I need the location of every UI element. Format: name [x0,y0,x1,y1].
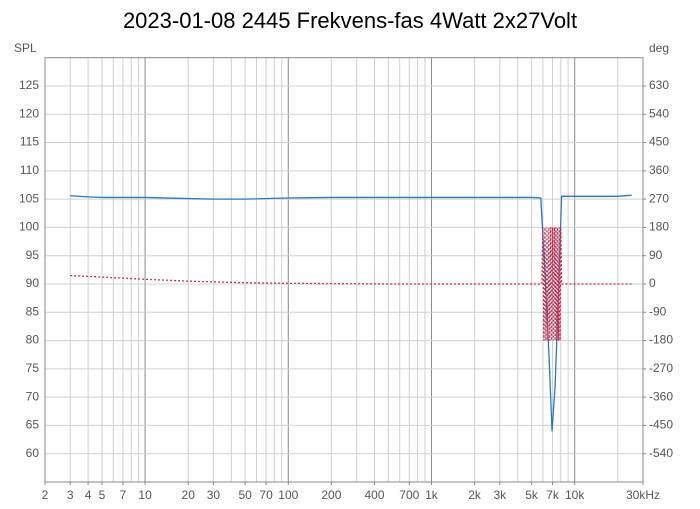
y2-tick-label: 180 [649,220,669,234]
x-tick-label: 400 [364,488,384,502]
x-tick-label: 200 [321,488,341,502]
x-tick-label: 5k [525,488,539,502]
x-tick-label: 3k [493,488,507,502]
y-tick-label: 115 [20,135,39,149]
x-tick-label: 4 [85,488,92,502]
y2-tick-label: 630 [649,78,669,92]
x-tick-label: 30 [207,488,221,502]
x-tick-label: 2k [468,488,482,502]
x-tick-label: 1k [425,488,439,502]
x-tick-label: 30kHz [626,488,660,502]
y2-tick-label: 90 [649,248,663,262]
y2-tick-label: -90 [649,304,667,318]
y2-tick-label: -270 [649,361,673,375]
y2-tick-label: 360 [649,163,669,177]
y2-tick-label: -540 [649,446,673,460]
chart-title: 2023-01-08 2445 Frekvens-fas 4Watt 2x27V… [123,8,577,33]
series-line [70,227,632,341]
x-tick-label: 70 [259,488,273,502]
x-tick-label: 50 [238,488,252,502]
y-tick-label: 100 [19,220,39,234]
y2-axis-label: deg [649,41,669,55]
y-tick-label: 120 [19,106,39,120]
y2-tick-label: -360 [649,389,673,403]
x-tick-label: 700 [399,488,419,502]
y2-tick-label: 540 [649,106,669,120]
y-axis-label: SPL [14,41,37,55]
x-tick-label: 20 [182,488,196,502]
y-tick-label: 85 [26,304,40,318]
y-tick-label: 80 [26,333,40,347]
y-tick-label: 95 [26,248,40,262]
y2-tick-label: 270 [649,191,669,205]
y2-tick-label: 450 [649,135,669,149]
y-tick-label: 125 [19,78,39,92]
x-tick-label: 10k [565,488,585,502]
y-tick-label: 105 [19,191,39,205]
x-tick-label: 10 [138,488,152,502]
x-tick-label: 7 [120,488,127,502]
y2-tick-label: -450 [649,418,673,432]
x-tick-label: 100 [278,488,298,502]
x-tick-label: 7k [546,488,560,502]
x-tick-label: 3 [67,488,74,502]
y2-tick-label: 0 [649,276,656,290]
y-tick-label: 75 [26,361,40,375]
y-tick-label: 90 [26,276,40,290]
y-tick-label: 70 [26,389,40,403]
plot-frame [44,57,644,483]
y2-tick-label: -180 [649,333,673,347]
y-tick-label: 110 [20,163,39,177]
y-tick-label: 65 [26,418,40,432]
x-tick-label: 2 [42,488,49,502]
y-tick-label: 60 [26,446,40,460]
x-tick-label: 5 [99,488,106,502]
